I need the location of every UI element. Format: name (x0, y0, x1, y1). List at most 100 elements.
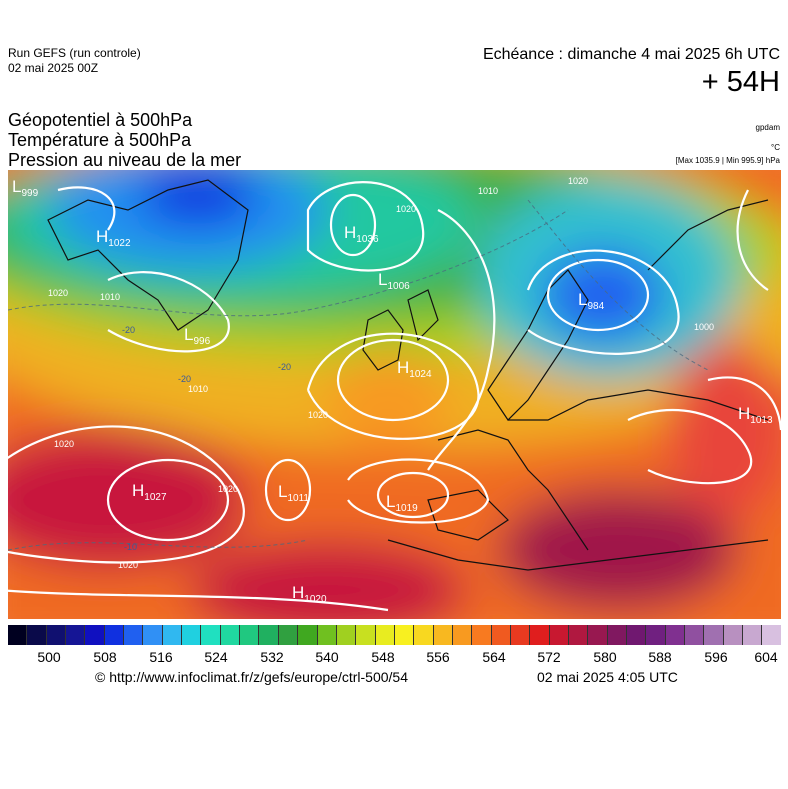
colorbar-tick-label: 564 (482, 649, 506, 665)
colorbar-swatch (27, 625, 47, 645)
isobars (8, 181, 781, 612)
colorbar-swatch (298, 625, 318, 645)
weather-map-svg: L999 H1022 L996 H1036 L1006 L984 H1024 H1013 H10… (8, 170, 781, 619)
colorbar-swatch (472, 625, 492, 645)
colorbar-swatch (8, 625, 28, 645)
lead-time: + 54H (701, 66, 780, 98)
colorbar-swatch (394, 625, 415, 645)
coastlines (47, 179, 769, 571)
pressure-center-low: L1011 (278, 482, 309, 504)
colorbar-swatch (685, 625, 705, 645)
pressure-center-high: H1022 (96, 227, 131, 249)
colorbar-tick-label: 500 (37, 649, 61, 665)
colorbar-tick-label: 556 (426, 649, 450, 665)
colorbar-swatch (588, 625, 608, 645)
colorbar-swatch (317, 625, 337, 645)
colorbar-swatch (240, 625, 260, 645)
isobar-label: 1020 (568, 176, 588, 186)
colorbar-swatch (278, 625, 299, 645)
colorbar-tick-label: 532 (260, 649, 284, 665)
layer-title-geopotential: Géopotentiel à 500hPa (8, 110, 193, 130)
colorbar-swatch (510, 625, 531, 645)
isobar-label: 1020 (48, 288, 68, 298)
colorbar-swatch (665, 625, 686, 645)
valid-time: Echéance : dimanche 4 mai 2025 6h UTC (482, 46, 780, 63)
colorbar-swatch (356, 625, 376, 645)
colorbar-swatch (627, 625, 647, 645)
colorbar-swatch (743, 625, 763, 645)
run-date: 02 mai 2025 00Z (8, 61, 99, 75)
isobar-label: 1020 (308, 410, 328, 420)
colorbar-swatch (104, 625, 125, 645)
isobar-label: 1020 (54, 439, 74, 449)
colorbar-tick-label: 604 (754, 649, 778, 665)
pressure-center-high: H1036 (344, 223, 379, 245)
colorbar-swatch (723, 625, 744, 645)
colorbar-tick-label: 596 (704, 649, 728, 665)
colorbar-swatch (491, 625, 511, 645)
pressure-center-low: L1019 (386, 492, 418, 514)
colorbar-tick-label: 540 (315, 649, 339, 665)
colorbar-swatch (162, 625, 183, 645)
pressure-center-high: H1020 (292, 583, 327, 605)
colorbar-tick-label: 548 (371, 649, 395, 665)
isotherm-label: -10 (124, 542, 137, 552)
isobar-label: 1010 (100, 292, 120, 302)
colorbar-tick-label: 524 (204, 649, 228, 665)
colorbar-swatch (259, 625, 279, 645)
isotherm-label: -20 (178, 374, 191, 384)
temperature-isotherms (8, 199, 709, 551)
isobar-label: 1020 (396, 204, 416, 214)
colorbar-tick-label: 580 (593, 649, 617, 665)
colorbar-swatch (85, 625, 105, 645)
pressure-center-low: L996 (184, 325, 211, 347)
footer-link[interactable]: © http://www.infoclimat.fr/z/gefs/europe… (95, 669, 409, 685)
colorbar-swatch (201, 625, 221, 645)
weather-map: L999 H1022 L996 H1036 L1006 L984 H1024 H1013 H10… (8, 170, 781, 619)
colorbar-swatch (220, 625, 241, 645)
colorbar-swatch (124, 625, 144, 645)
pressure-center-labels: L999 H1022 L996 H1036 L1006 L984 H1024 H1013 H10… (12, 177, 773, 605)
layer-title-temperature: Température à 500hPa (8, 130, 192, 150)
unit-pressure-range: [Max 1035.9 | Min 995.9] hPa (675, 156, 780, 165)
colorbar-swatch (336, 625, 357, 645)
geopotential-field (8, 170, 781, 619)
colorbar-tick-label: 508 (93, 649, 117, 665)
colorbar-swatch (607, 625, 627, 645)
colorbar-swatch (143, 625, 163, 645)
colorbar-swatch (530, 625, 550, 645)
pressure-center-low: L984 (578, 290, 605, 312)
colorbar-swatch (66, 625, 86, 645)
pressure-center-low: L999 (12, 177, 39, 199)
pressure-center-high: H1013 (738, 404, 773, 426)
colorbar-swatch (182, 625, 202, 645)
colorbar-swatch (452, 625, 473, 645)
colorbar-swatch (762, 625, 781, 645)
footer-time: 02 mai 2025 4:05 UTC (537, 669, 678, 685)
colorbar-swatch (433, 625, 453, 645)
colorbar-swatch (646, 625, 666, 645)
isobar-label: 1020 (118, 560, 138, 570)
colorbar-swatch (568, 625, 589, 645)
colorbar-swatch (549, 625, 569, 645)
unit-temperature: °C (771, 143, 780, 152)
pressure-center-high: H1024 (397, 358, 432, 380)
colorbar-tick-label: 588 (648, 649, 672, 665)
pressure-center-low: L1006 (378, 270, 410, 292)
isotherm-label: -20 (122, 325, 135, 335)
colorbar-tick-label: 572 (537, 649, 561, 665)
colorbar (8, 625, 781, 645)
pressure-center-high: H1027 (132, 481, 167, 503)
isobar-label: 1000 (694, 322, 714, 332)
isobar-label: 1020 (218, 484, 238, 494)
colorbar-tick-label: 516 (149, 649, 173, 665)
colorbar-swatch (375, 625, 395, 645)
colorbar-swatch (704, 625, 724, 645)
isobar-label: 1010 (188, 384, 208, 394)
isotherm-label: -20 (278, 362, 291, 372)
colorbar-swatch (46, 625, 67, 645)
unit-geopotential: gpdam (755, 123, 780, 132)
layer-title-pressure: Pression au niveau de la mer (8, 150, 242, 170)
run-title: Run GEFS (run controle) (8, 46, 141, 60)
isobar-label: 1010 (478, 186, 498, 196)
